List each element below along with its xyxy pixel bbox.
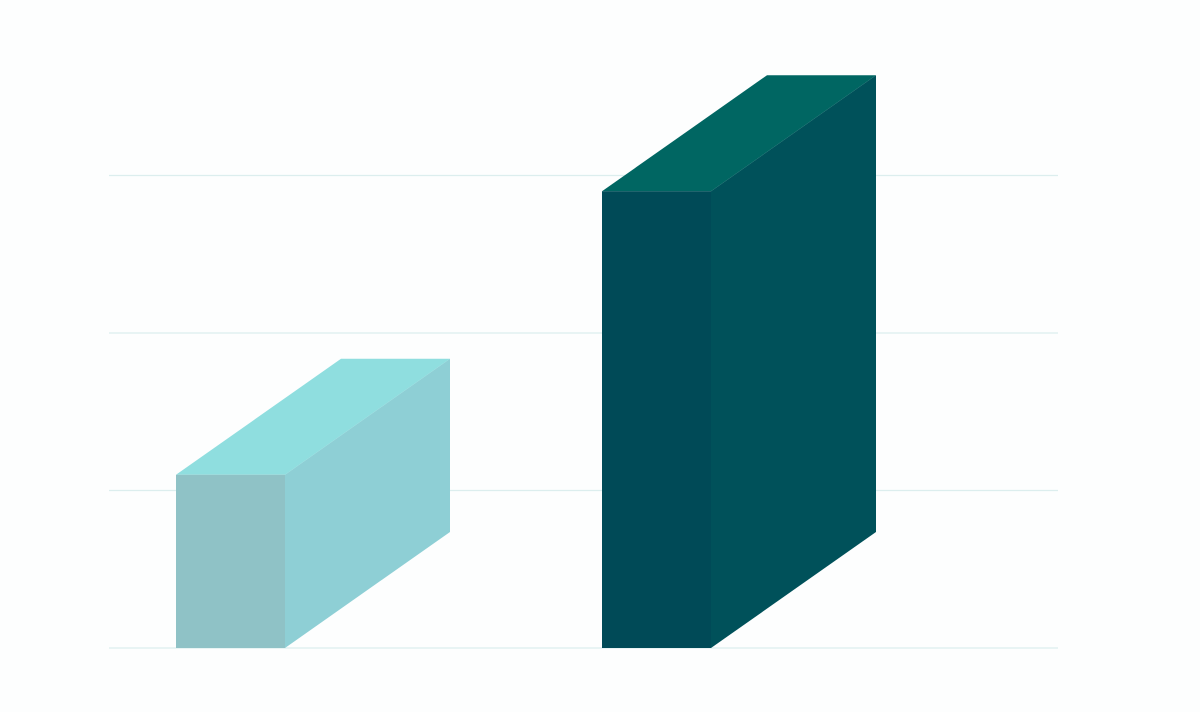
bar-top-face xyxy=(602,75,876,192)
bars xyxy=(176,75,876,648)
bar-side-face xyxy=(711,75,876,648)
bar-side-face xyxy=(285,358,450,648)
bar-2 xyxy=(602,75,876,648)
bar-1 xyxy=(176,358,450,648)
bar-front-face xyxy=(602,191,711,648)
bar-front-face xyxy=(176,474,285,648)
bar-top-face xyxy=(176,358,450,475)
